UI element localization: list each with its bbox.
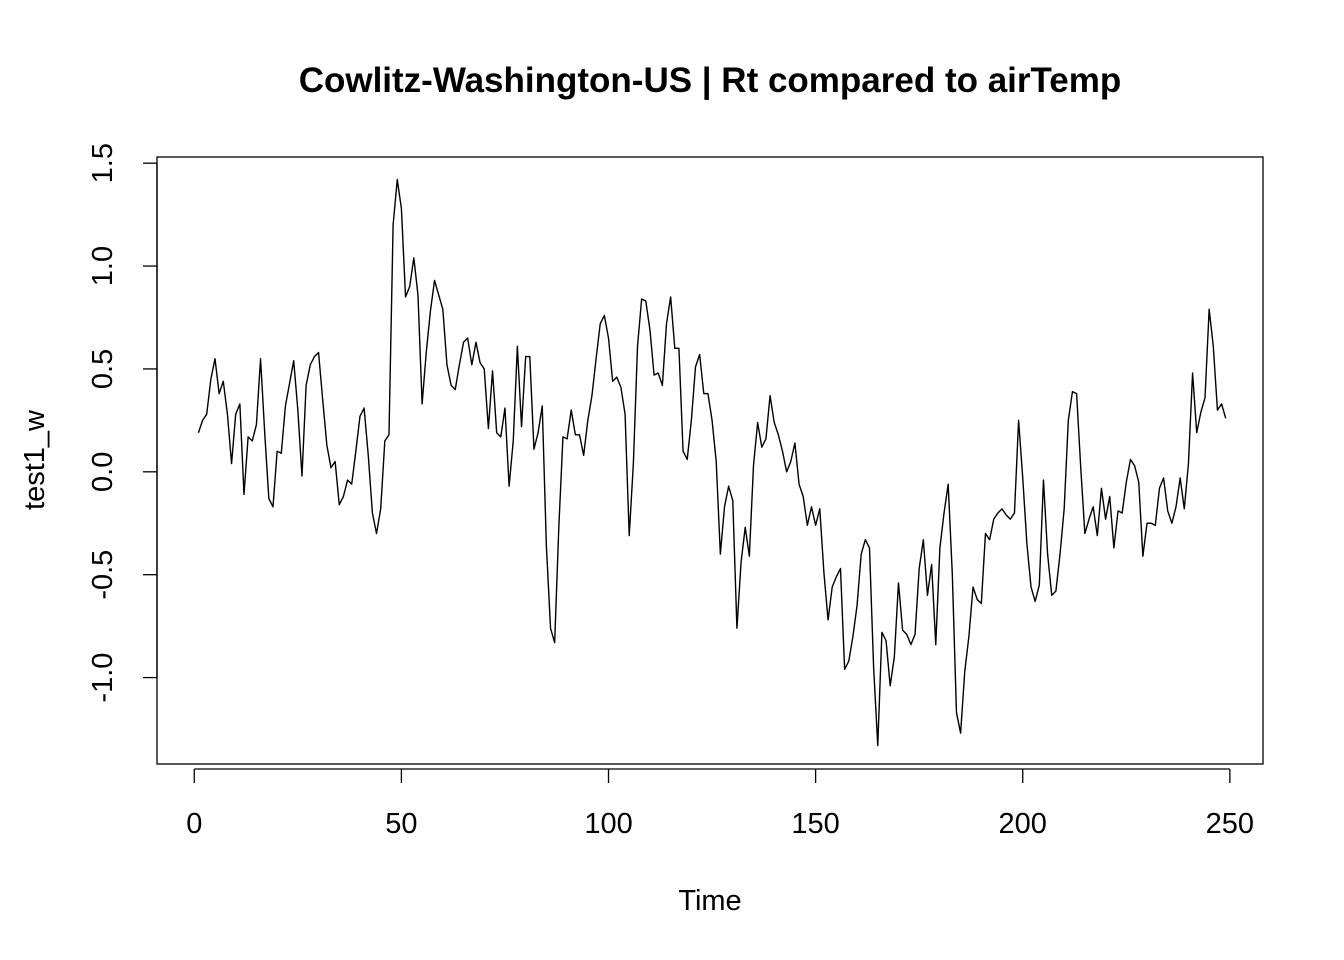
y-tick-label: -0.5	[87, 550, 119, 600]
plot-area-frame	[156, 156, 1264, 765]
y-tick-label: 1.0	[87, 246, 119, 286]
x-tick-label: 250	[1206, 808, 1254, 840]
y-tick-label: 0.0	[87, 452, 119, 492]
y-tick-label: -1.0	[87, 653, 119, 703]
y-axis-label: test1_w	[19, 409, 51, 510]
x-axis-label: Time	[678, 885, 741, 917]
y-axis: -1.0 -0.5 0.0 0.5 1.0 1.5	[87, 143, 158, 703]
x-axis: 0 50 100 150 200 250	[186, 768, 1254, 840]
x-tick-label: 0	[186, 808, 202, 840]
x-tick-label: 200	[999, 808, 1047, 840]
y-tick-label: 0.5	[87, 349, 119, 389]
x-tick-label: 150	[791, 808, 839, 840]
series-line	[197, 178, 1227, 747]
x-tick-label: 100	[584, 808, 632, 840]
chart-title: Cowlitz-Washington-US | Rt compared to a…	[299, 61, 1122, 100]
y-tick-label: 1.5	[87, 143, 119, 183]
x-tick-label: 50	[385, 808, 417, 840]
